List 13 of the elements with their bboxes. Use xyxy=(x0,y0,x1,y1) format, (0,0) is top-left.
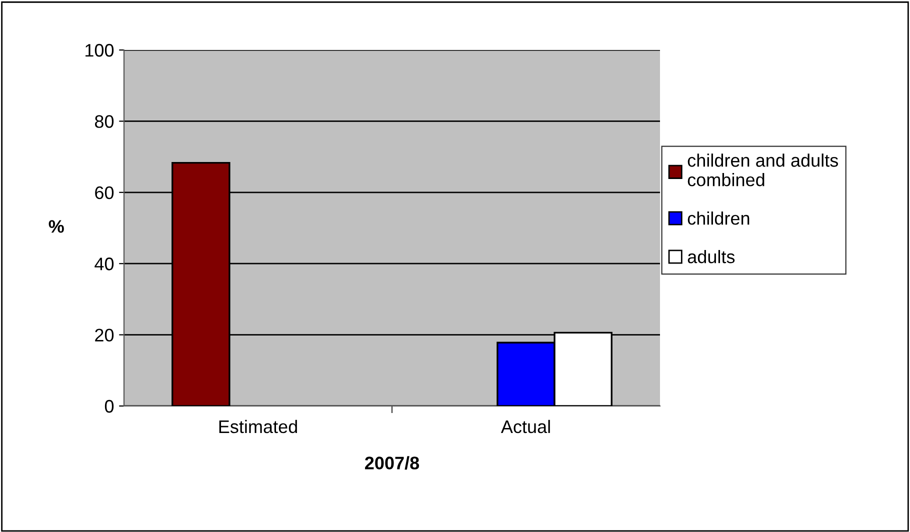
x-tick-label: Actual xyxy=(500,420,550,434)
y-tick-label: 20 xyxy=(95,328,114,342)
legend-label: children xyxy=(688,212,750,225)
x-axis-title: 2007/8 xyxy=(365,456,420,470)
y-axis-title: % xyxy=(48,220,64,233)
x-tick-label: Estimated xyxy=(219,420,297,434)
y-tick-label: 80 xyxy=(94,115,114,128)
y-tick-label: 0 xyxy=(104,400,114,413)
y-tick-label: 60 xyxy=(95,186,114,200)
y-tick-label: 40 xyxy=(94,258,114,270)
legend-label: children and adults combined xyxy=(688,154,838,186)
y-tick-label: 100 xyxy=(86,44,114,57)
legend-label: adults xyxy=(688,250,735,264)
